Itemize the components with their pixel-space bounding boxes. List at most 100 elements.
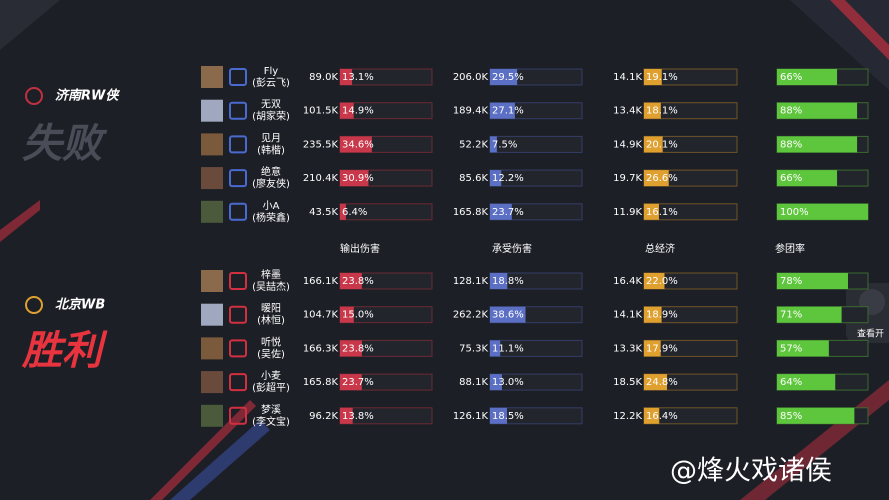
player-real-name: (杨荣鑫) — [252, 211, 290, 224]
gold-amount: 14.9K — [613, 139, 642, 150]
player-real-name: (吴喆杰) — [252, 280, 290, 293]
taken-amount: 75.3K — [459, 343, 488, 354]
damage-amount: 166.3K — [303, 343, 339, 354]
taken-bar — [490, 407, 508, 424]
taken-share: 12.2% — [492, 173, 524, 184]
participation-label: 88% — [780, 139, 802, 150]
damage-amount: 104.7K — [303, 310, 339, 321]
gold-amount: 13.4K — [613, 106, 642, 117]
gold-share: 16.4% — [646, 411, 678, 422]
player-name: 无双 — [261, 99, 281, 111]
gold-share: 20.1% — [646, 139, 678, 150]
avatar — [201, 167, 223, 190]
avatar — [201, 337, 223, 360]
gold-amount: 11.9K — [613, 207, 642, 218]
team-result: 胜利 — [21, 328, 108, 374]
team-name: 北京WB — [55, 297, 105, 313]
damage-share: 6.4% — [342, 207, 367, 218]
participation-label: 57% — [780, 343, 802, 354]
button-label[interactable]: 查看开 — [857, 328, 884, 340]
taken-share: 18.8% — [492, 276, 524, 287]
damage-bar — [340, 69, 353, 85]
participation-bar — [777, 340, 829, 357]
player-real-name: (林恒) — [257, 314, 285, 327]
gold-amount: 19.7K — [613, 173, 642, 184]
team-logo — [25, 296, 43, 314]
taken-amount: 165.8K — [453, 207, 489, 218]
gold-share: 22.0% — [646, 276, 678, 287]
player-name: 梓墨 — [261, 268, 281, 281]
avatar — [201, 66, 223, 88]
role-icon — [229, 68, 247, 86]
avatar — [201, 99, 223, 122]
gold-share: 17.9% — [646, 343, 678, 354]
gold-bar — [644, 102, 661, 119]
player-real-name: (彭超平) — [252, 381, 290, 394]
taken-amount: 126.1K — [453, 411, 489, 422]
player-name: 听悦 — [261, 335, 281, 348]
participation-label: 100% — [780, 207, 809, 218]
damage-share: 14.9% — [342, 106, 374, 117]
damage-bar — [340, 170, 369, 187]
taken-bar — [490, 273, 508, 289]
damage-share: 13.8% — [342, 411, 374, 422]
gold-amount: 18.5K — [613, 377, 642, 388]
gold-amount: 14.1K — [613, 310, 642, 321]
role-icon — [229, 135, 247, 154]
team-name: 济南RW侠 — [55, 88, 120, 104]
gold-amount: 12.2K — [613, 411, 642, 422]
decoration — [170, 420, 270, 500]
gold-bar — [644, 203, 659, 220]
damage-share: 34.6% — [342, 139, 374, 150]
participation-label: 78% — [780, 276, 802, 287]
damage-share: 23.8% — [342, 343, 374, 354]
column-header: 总经济 — [645, 242, 675, 255]
gold-bar — [644, 407, 660, 424]
avatar — [201, 200, 223, 223]
taken-amount: 52.2K — [459, 139, 488, 150]
player-real-name: (廖友侠) — [252, 177, 290, 190]
avatar — [201, 404, 223, 427]
participation-bar — [777, 102, 858, 119]
damage-bar — [340, 102, 354, 119]
player-name: 小A — [263, 200, 280, 212]
gold-bar — [644, 170, 669, 187]
damage-bar — [340, 203, 346, 220]
role-icon — [229, 202, 247, 221]
damage-amount: 166.1K — [303, 276, 339, 287]
player-name: 梦溪 — [261, 404, 281, 416]
damage-amount: 89.0K — [309, 72, 338, 83]
taken-amount: 206.0K — [453, 72, 489, 83]
taken-share: 29.5% — [492, 72, 524, 83]
participation-bar — [777, 407, 855, 424]
watermark: @烽火戏诸侯 — [670, 456, 832, 487]
gold-share: 24.8% — [646, 377, 678, 388]
damage-share: 23.8% — [342, 276, 374, 287]
avatar — [201, 270, 223, 292]
gold-bar — [644, 273, 665, 289]
damage-bar — [340, 407, 353, 424]
damage-share: 15.0% — [342, 310, 374, 321]
taken-share: 13.0% — [492, 377, 524, 388]
damage-share: 13.1% — [342, 72, 374, 83]
role-icon — [229, 272, 247, 290]
role-icon — [229, 339, 247, 358]
gold-bar — [644, 340, 661, 357]
taken-bar — [490, 203, 512, 220]
damage-bar — [340, 136, 372, 153]
gold-share: 26.6% — [646, 173, 678, 184]
participation-label: 66% — [780, 173, 802, 184]
taken-share: 18.5% — [492, 411, 524, 422]
participation-label: 71% — [780, 310, 802, 321]
decoration — [0, 0, 60, 50]
participation-label: 64% — [780, 377, 802, 388]
player-name: 暖阳 — [261, 302, 281, 315]
damage-amount: 165.8K — [303, 377, 339, 388]
participation-bar — [777, 306, 842, 323]
decoration — [0, 200, 40, 242]
participation-bar — [777, 273, 848, 289]
damage-bar — [340, 273, 362, 289]
taken-share: 11.1% — [492, 343, 524, 354]
